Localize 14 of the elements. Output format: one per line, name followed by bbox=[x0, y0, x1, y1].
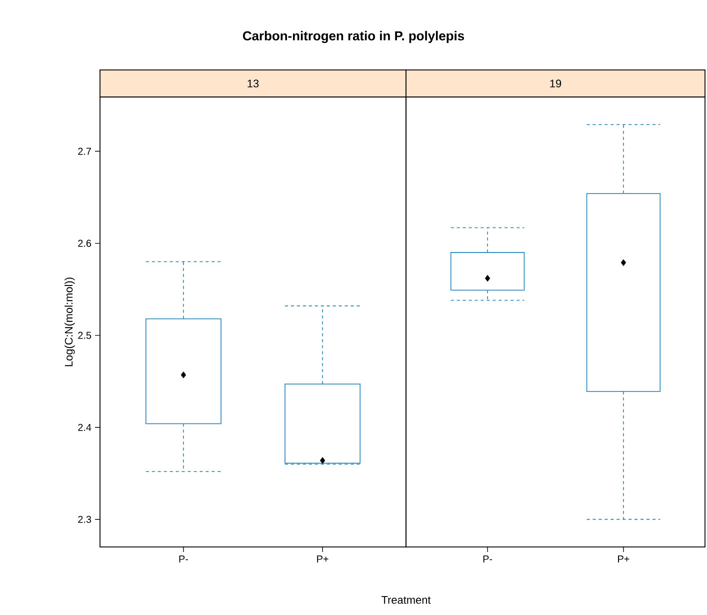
x-axis-title: Treatment bbox=[381, 596, 431, 604]
chart-title: Carbon-nitrogen ratio in P. polylepis bbox=[242, 30, 464, 44]
x-tick-label: P- bbox=[179, 556, 188, 562]
y-axis-title: Log(C:N(mol:mol)) bbox=[64, 278, 75, 366]
x-tick-label: P+ bbox=[317, 556, 328, 562]
y-tick-label: 2.3 bbox=[78, 516, 92, 523]
chart-subtitle: 13 bbox=[248, 80, 259, 88]
x-tick-label: P+ bbox=[618, 556, 630, 562]
y-tick-label: 2.6 bbox=[78, 240, 92, 247]
y-tick-label: 2.7 bbox=[78, 148, 91, 155]
y-tick-label: 2.4 bbox=[78, 424, 92, 431]
chart-subtitle: 19 bbox=[550, 80, 562, 88]
y-tick-label: 2.5 bbox=[78, 332, 92, 339]
x-tick-label: P- bbox=[483, 556, 492, 562]
